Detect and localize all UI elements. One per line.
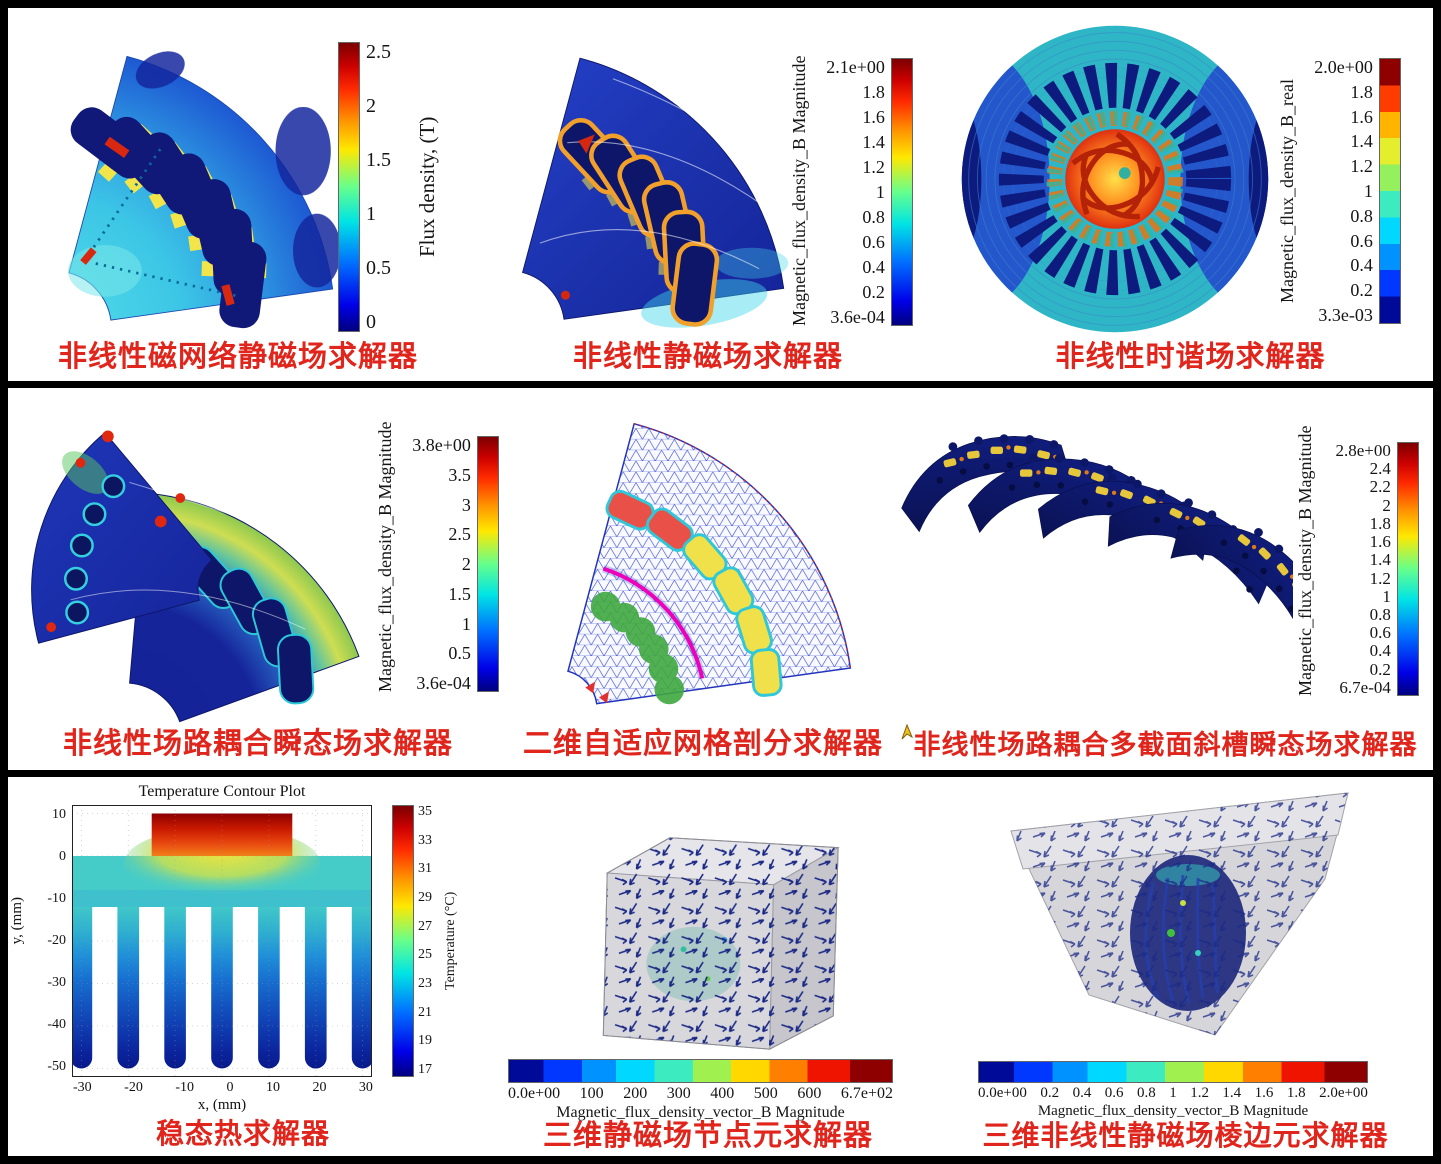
yellow-marker-icon [901, 724, 914, 740]
saturation-hotspots [46, 430, 186, 633]
colorbar-b-magnitude: Magnetic_flux_density_B Magnitude 2.8e+0… [1295, 425, 1419, 697]
panel-caption: 三维静磁场节点元求解器 [542, 1120, 873, 1152]
dark-field-blobs [135, 51, 340, 288]
colorbar-gradient [476, 436, 499, 692]
colorbar-label: Magnetic_flux_density_B Magnitude [375, 421, 395, 692]
colorbar-gradient [978, 1061, 1368, 1083]
rotor-holes [64, 474, 126, 625]
colorbar-gradient [1378, 58, 1401, 324]
colorbar-b-magnitude: Magnetic_flux_density_B Magnitude 2.1e+0… [789, 55, 913, 327]
y-axis-label: y, (mm) [9, 897, 25, 945]
rotated-sectors-contour [31, 430, 360, 723]
motor-sector-flux-lines [522, 57, 789, 328]
colorbar-b-magnitude: Magnetic_flux_density_B Magnitude 3.8e+0… [375, 421, 499, 693]
colorbar-ticks: 0.0e+00 0.2 0.4 0.6 0.8 1 1.2 1.4 1.6 1.8 2.0e+00 [978, 1085, 1368, 1101]
colorbar-ticks: 2.1e+00 1.8 1.6 1.4 1.2 1 0.8 0.6 0.4 0.2 3.6e-04 [826, 57, 885, 327]
colorbar-ticks: 3.8e+00 3.5 3 2.5 2 1.5 1 0.5 3.6e-04 [412, 435, 471, 693]
temperature-contour-plot [72, 805, 372, 1077]
saturation-hotspots [560, 134, 595, 300]
colorbar-ticks: 2.5 2 1.5 1 0.5 0 [366, 41, 391, 333]
vector-arrows-field [1011, 793, 1348, 1035]
panel-nonlinear-magnetic-network: 2.5 2 1.5 1 0.5 0 Flux density, (T) 非线性磁网络静磁场… [8, 8, 468, 381]
panel-caption: 二维自适应网格剖分求解器 [522, 728, 883, 760]
colorbar-label: Magnetic_flux_density_vector_B Magnitude [556, 1104, 845, 1121]
colorbar-gradient [890, 58, 913, 326]
light-field-blob [68, 245, 142, 297]
panel-transient-field-circuit: Magnetic_flux_density_B Magnitude 3.8e+0… [8, 388, 508, 770]
panel-3d-nodal-magnetostatic: 0.0e+00 100 200 300 400 500 600 6.7e+02 Magneti… [478, 777, 938, 1156]
panel-3d-edge-magnetostatic: 0.0e+00 0.2 0.4 0.6 0.8 1 1.2 1.4 1.6 1.8 2.0e+00 … [938, 777, 1433, 1156]
colorbar-b-real: Magnetic_flux_density_B_real 2.0e+00 1.8 1… [1277, 57, 1401, 325]
grid-lines [72, 805, 372, 1077]
panel-caption: 非线性静磁场求解器 [572, 341, 843, 373]
panel-nonlinear-time-harmonic: Magnetic_flux_density_B_real 2.0e+00 1.8 1… [948, 8, 1433, 381]
colorbar-temperature: 35 33 31 29 27 25 23 21 19 17 Temperature (°C) [392, 805, 459, 1077]
stator-winding-slots [605, 489, 783, 697]
row-separator-2 [8, 770, 1433, 777]
row-3: Temperature Contour Plot [8, 777, 1433, 1156]
fins [72, 907, 372, 1069]
colorbar-ticks: 2.8e+00 2.4 2.2 2 1.8 1.6 1.4 1.2 1 0.8 0.6 0.4 0.2 6… [1335, 441, 1391, 697]
cyan-field-wisp-2 [715, 247, 789, 279]
colorbar-ticks: 0.0e+00 100 200 300 400 500 600 6.7e+02 [508, 1085, 893, 1102]
full-motor-harmonic-contour [961, 25, 1269, 333]
vector-arrows-field [602, 837, 839, 1050]
y-axis-ticks: 10 0 -10 -20 -30 -40 -50 [47, 807, 66, 1074]
row-2: Magnetic_flux_density_B Magnitude 3.8e+0… [8, 388, 1433, 770]
colorbar-label: Temperature (°C) [443, 891, 458, 991]
plot-title: Temperature Contour Plot [138, 783, 306, 800]
flux-lines [539, 78, 785, 270]
magnet-slots-glowing [557, 117, 720, 327]
x-axis-ticks: -30 -20 -10 0 10 20 30 [73, 1080, 373, 1095]
panel-adaptive-mesh: 二维自适应网格剖分求解器 [508, 388, 898, 770]
rotor-swirl-lines [1071, 131, 1161, 220]
airgap-magenta-arc [602, 566, 705, 679]
skewed-slices-contour [901, 433, 1293, 669]
magnet-slots [70, 107, 267, 329]
colorbar-label: Magnetic_flux_density_B Magnitude [1295, 425, 1315, 696]
stator-slot-ring [998, 62, 1232, 296]
flux-lines [70, 481, 336, 630]
panel-multisection-skewed-slot: Magnetic_flux_density_B Magnitude 2.8e+0… [898, 388, 1433, 770]
plot-frame [72, 805, 372, 1077]
colorbar-ticks: 35 33 31 29 27 25 23 21 19 17 [418, 804, 432, 1077]
colorbar-gradient [392, 805, 414, 1077]
colorbar-ticks: 2.0e+00 1.8 1.6 1.4 1.2 1 0.8 0.6 0.4 0.2 3.3e-03 [1314, 57, 1373, 325]
row-1: 2.5 2 1.5 1 0.5 0 Flux density, (T) 非线性磁网络静磁场… [8, 8, 1433, 381]
colorbar-label: Flux density, (T) [415, 116, 439, 258]
panel-caption: 稳态热求解器 [155, 1118, 330, 1149]
panel-nonlinear-magnetostatic: Magnetic_flux_density_B Magnitude 2.1e+0… [468, 8, 948, 381]
panel-caption: 三维非线性静磁场棱边元求解器 [982, 1120, 1389, 1151]
colorbar-label: Magnetic_flux_density_vector_B Magnitude [1037, 1103, 1309, 1119]
panel-thermal-steady-state: Temperature Contour Plot [8, 777, 478, 1156]
motor-sector-flux-contour [68, 51, 340, 329]
green-field-patch [62, 451, 109, 494]
panel-caption: 非线性时谐场求解器 [1055, 341, 1326, 373]
colorbar-vector-b: 0.0e+00 0.2 0.4 0.6 0.8 1 1.2 1.4 1.6 1.8 2.0e+00 … [978, 1061, 1368, 1120]
vector-cube-plot [602, 837, 840, 1050]
rotor-magnet-circles [590, 591, 685, 705]
panel-caption: 非线性场路耦合瞬态场求解器 [62, 728, 453, 760]
row-separator-1 [8, 381, 1433, 388]
colorbar-vector-b: 0.0e+00 100 200 300 400 500 600 6.7e+02 Magneti… [508, 1059, 893, 1122]
shaft-markers [585, 681, 609, 704]
colorbar-gradient [508, 1059, 893, 1083]
colorbar-label: Magnetic_flux_density_B_real [1277, 79, 1297, 303]
colorbar-flux-density: 2.5 2 1.5 1 0.5 0 Flux density, (T) [338, 41, 439, 333]
skewed-slices [901, 433, 1293, 669]
panel-caption: 非线性场路耦合多截面斜槽瞬态场求解器 [913, 730, 1418, 760]
colorbar-label: Magnetic_flux_density_B Magnitude [789, 55, 809, 326]
panel-caption: 非线性磁网络静磁场求解器 [57, 341, 418, 373]
x-axis-label: x, (mm) [197, 1097, 247, 1113]
rotor-bar-ring-teal [1046, 110, 1184, 248]
colorbar-gradient [1396, 442, 1419, 696]
outer-boundary-nodes [633, 423, 852, 669]
colorbar-gradient [338, 42, 360, 332]
adaptive-mesh-plot [567, 422, 852, 705]
vector-wedge-plot [1010, 792, 1349, 1036]
saturation-hotspots [80, 136, 235, 306]
heat-source-block [151, 813, 293, 856]
